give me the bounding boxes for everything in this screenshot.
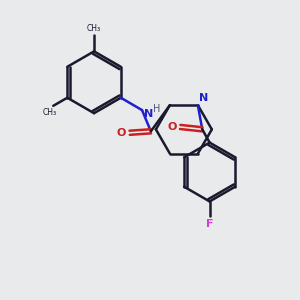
Text: CH₃: CH₃ [87,24,101,33]
Text: N: N [199,93,208,103]
Text: N: N [143,109,153,118]
Text: H: H [153,103,161,114]
Text: O: O [167,122,177,132]
Text: O: O [117,128,126,138]
Text: F: F [206,219,213,229]
Text: CH₃: CH₃ [43,108,57,117]
